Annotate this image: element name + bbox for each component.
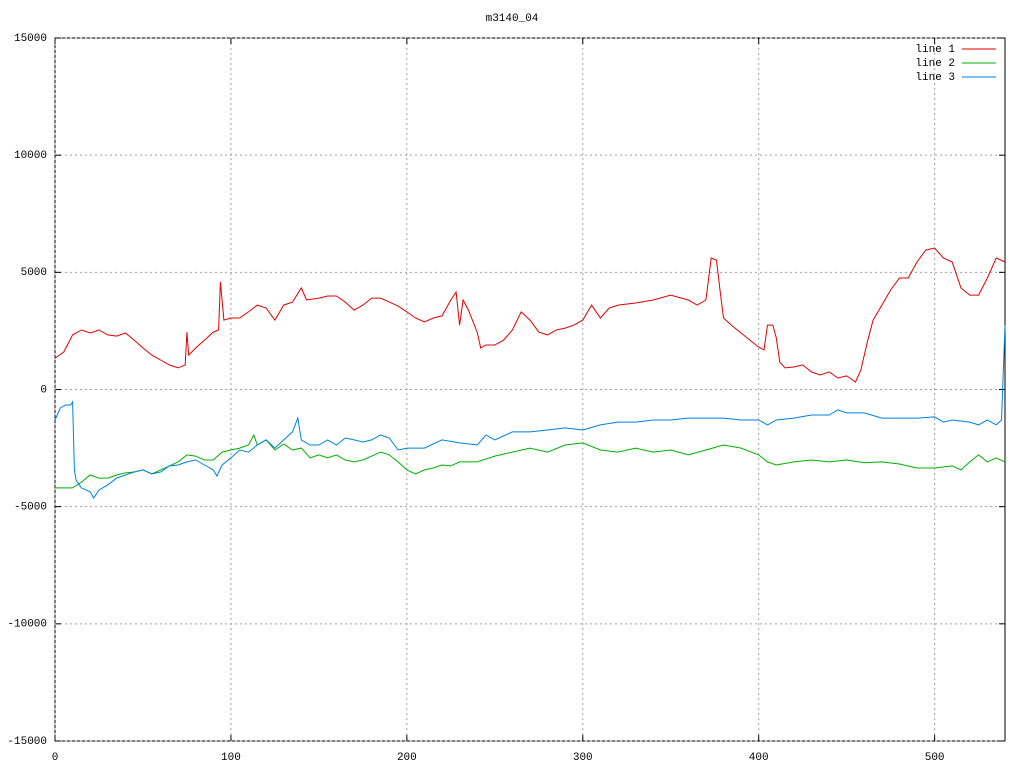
- x-tick-label: 0: [52, 752, 59, 764]
- y-tick-label: -5000: [14, 502, 47, 514]
- x-tick-label: 500: [925, 752, 945, 764]
- data-line: [54, 325, 1006, 499]
- x-tick-label: 400: [749, 752, 769, 764]
- chart-title: m3140_04: [486, 13, 539, 25]
- x-tick-label: 100: [221, 752, 241, 764]
- y-tick-label: 0: [40, 384, 47, 396]
- y-tick-label: -10000: [7, 619, 47, 631]
- legend-label: line 1: [915, 44, 955, 56]
- y-tick-label: 10000: [14, 150, 47, 162]
- y-tick-label: 5000: [21, 267, 47, 279]
- legend-label: line 3: [915, 72, 955, 84]
- y-tick-label: -15000: [7, 736, 47, 748]
- data-line: [54, 247, 1006, 383]
- x-tick-label: 200: [397, 752, 417, 764]
- data-line: [55, 433, 1006, 489]
- x-tick-label: 300: [573, 752, 593, 764]
- legend-label: line 2: [915, 58, 955, 70]
- y-tick-label: 15000: [14, 33, 47, 45]
